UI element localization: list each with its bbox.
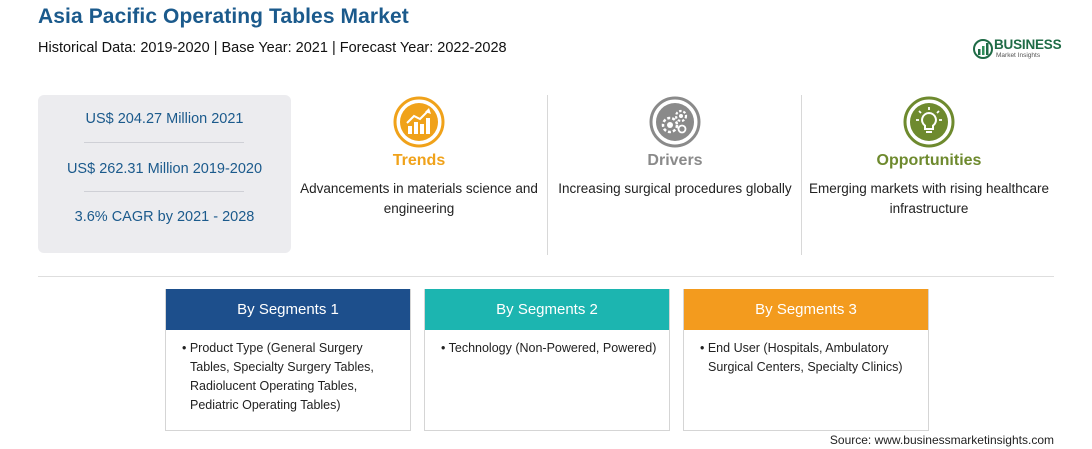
business-market-insights-logo: BUSINESS Market Insights	[972, 36, 1062, 62]
market-stats-panel: US$ 204.27 Million 2021 US$ 262.31 Milli…	[38, 95, 291, 253]
gears-icon	[649, 96, 701, 148]
feature-text: Advancements in materials science and en…	[300, 181, 538, 216]
page-title: Asia Pacific Operating Tables Market	[38, 5, 409, 28]
stat-divider	[84, 142, 244, 143]
source-credit: Source: www.businessmarketinsights.com	[829, 433, 1054, 447]
segment-header: By Segments 3	[684, 289, 928, 330]
stat-market-value-historical: US$ 262.31 Million 2019-2020	[66, 161, 263, 177]
feature-title: Trends	[392, 152, 446, 169]
feature-text: Increasing surgical procedures globally	[558, 181, 792, 196]
column-divider	[547, 95, 548, 255]
segment-body: • Product Type (General Surgery Tables, …	[182, 341, 374, 412]
feature-trends: Trends Advancements in materials science…	[292, 96, 546, 219]
feature-text: Emerging markets with rising healthcare …	[808, 181, 1050, 216]
segment-card-3: By Segments 3 • End User (Hospitals, Amb…	[683, 289, 929, 431]
page-subtitle: Historical Data: 2019-2020 | Base Year: …	[38, 40, 507, 56]
segment-card-2: By Segments 2 • Technology (Non-Powered,…	[424, 289, 670, 431]
feature-title: Opportunities	[876, 152, 982, 169]
feature-title: Drivers	[647, 152, 703, 169]
feature-opportunities: Opportunities Emerging markets with risi…	[802, 96, 1056, 219]
lightbulb-icon	[903, 96, 955, 148]
column-divider	[801, 95, 802, 255]
logo-tagline: Market Insights	[996, 52, 1041, 59]
segment-card-1: By Segments 1 • Product Type (General Su…	[165, 289, 411, 431]
stat-divider	[84, 191, 244, 192]
feature-drivers: Drivers Increasing surgical procedures g…	[548, 96, 802, 199]
segment-header: By Segments 2	[425, 289, 669, 330]
section-divider	[38, 276, 1054, 277]
segment-body: • Technology (Non-Powered, Powered)	[441, 341, 657, 355]
logo-wordmark: BUSINESS	[994, 37, 1062, 52]
logo-globe-icon	[973, 39, 993, 59]
stat-cagr: 3.6% CAGR by 2021 - 2028	[74, 209, 255, 225]
trend-chart-icon	[393, 96, 445, 148]
stat-market-value-2021: US$ 204.27 Million 2021	[85, 111, 244, 127]
segment-body: • End User (Hospitals, Ambulatory Surgic…	[700, 341, 903, 374]
segment-header: By Segments 1	[166, 289, 410, 330]
